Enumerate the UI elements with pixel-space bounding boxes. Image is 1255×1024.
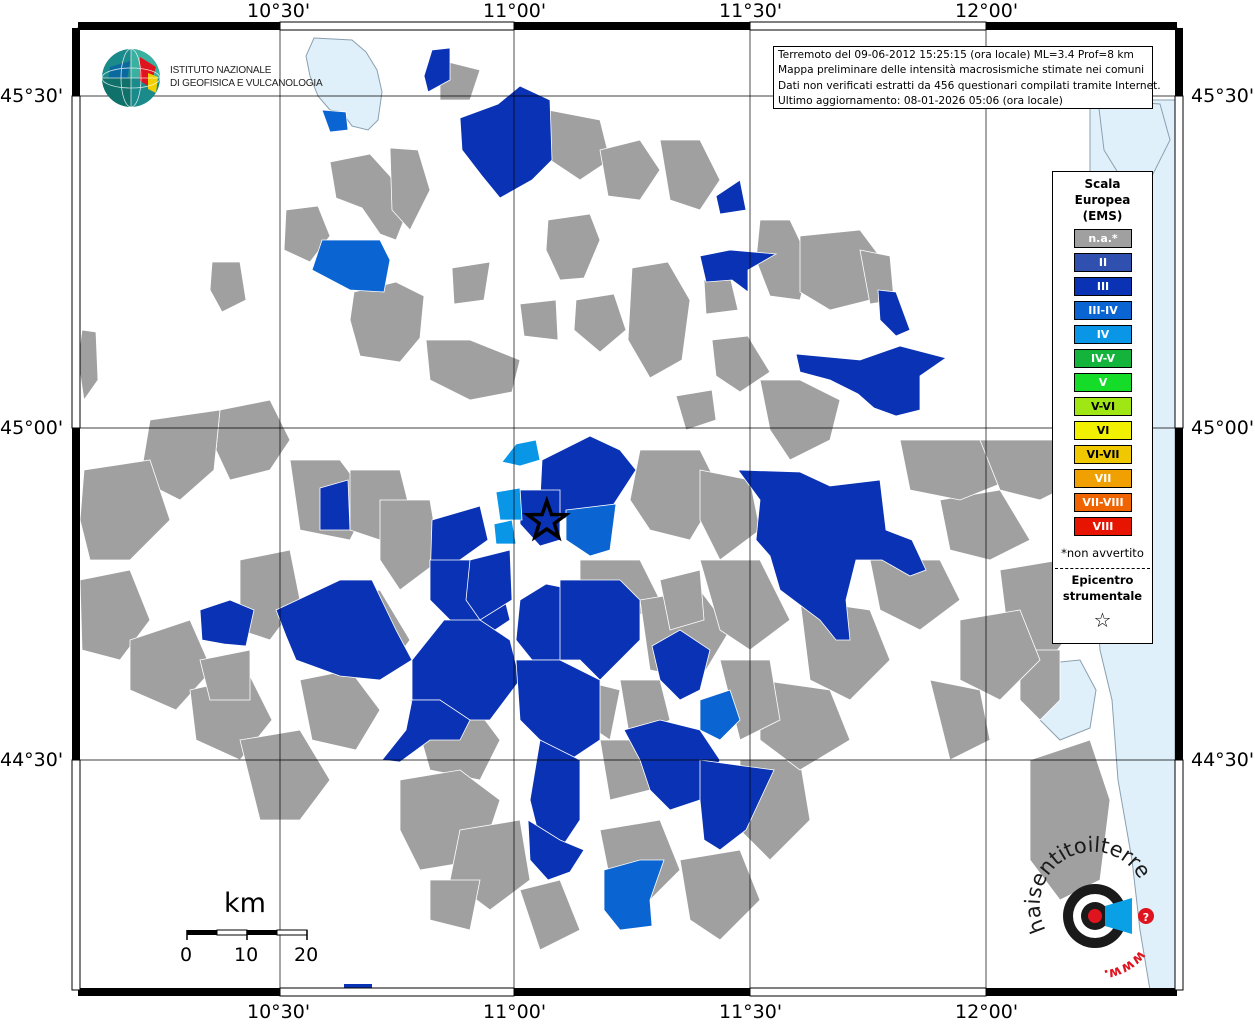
legend-title: Scala Europea (EMS) bbox=[1053, 176, 1152, 224]
legend-item-iii: III bbox=[1074, 277, 1132, 296]
legend-epicenter-label: Epicentro strumentale bbox=[1053, 572, 1152, 604]
legend-item-iv: IV bbox=[1074, 325, 1132, 344]
scale-tick-0: 0 bbox=[180, 944, 193, 966]
legend-epicenter-line1: Epicentro bbox=[1071, 573, 1134, 587]
legend-item-vii-viii: VII-VIII bbox=[1074, 493, 1132, 512]
epicenter-star-icon bbox=[522, 495, 571, 542]
lon-label-top-3: 11°30' bbox=[719, 0, 783, 22]
lat-label-left-2: 45°00' bbox=[0, 417, 64, 439]
legend-item-v: V bbox=[1074, 373, 1132, 392]
legend-item-viii: VIII bbox=[1074, 517, 1132, 536]
legend-title-line1: Scala bbox=[1084, 177, 1121, 191]
legend-title-line2: Europea bbox=[1074, 193, 1131, 207]
lon-label-bottom-2: 11°00' bbox=[483, 1001, 547, 1023]
legend-star-icon: ☆ bbox=[1093, 608, 1112, 632]
ingv-name: ISTITUTO NAZIONALE DI GEOFISICA E VULCAN… bbox=[170, 64, 323, 90]
info-line-description: Mappa preliminare delle intensità macros… bbox=[778, 64, 1145, 77]
legend-item-vi-vii: VI-VII bbox=[1074, 445, 1132, 464]
ems-legend: Scala Europea (EMS) n.a.* II III III-IV IV IV… bbox=[1052, 171, 1153, 644]
lake-garda bbox=[305, 37, 383, 131]
lat-label-left-3: 44°30' bbox=[0, 749, 64, 771]
scale-bar bbox=[186, 929, 308, 940]
ingv-name-line2: DI GEOFISICA E VULCANOLOGIA bbox=[170, 78, 323, 89]
legend-item-iv-v: IV-V bbox=[1074, 349, 1132, 368]
svg-text:?: ? bbox=[1143, 911, 1149, 924]
municipalities-IV bbox=[493, 439, 541, 545]
lon-label-bottom-3: 11°30' bbox=[719, 1001, 783, 1023]
scale-tick-20: 20 bbox=[294, 944, 319, 966]
municipalities-III bbox=[199, 47, 947, 881]
municipalities-III-IV bbox=[311, 109, 741, 931]
map-frame bbox=[71, 21, 1184, 997]
legend-note: *non avvertito bbox=[1061, 546, 1144, 560]
legend-item-vi: VI bbox=[1074, 421, 1132, 440]
event-info-box: Terremoto del 09-06-2012 15:25:15 (ora l… bbox=[773, 46, 1161, 109]
legend-item-iii-iv: III-IV bbox=[1074, 301, 1132, 320]
lat-label-right-3: 44°30' bbox=[1191, 749, 1255, 771]
legend-epicenter-line2: strumentale bbox=[1062, 589, 1143, 603]
lon-label-top-4: 12°00' bbox=[955, 0, 1019, 22]
lon-label-top-2: 11°00' bbox=[483, 0, 547, 22]
lat-label-left-1: 45°30' bbox=[0, 85, 64, 107]
lon-label-bottom-4: 12°00' bbox=[955, 1001, 1019, 1023]
info-line-source: Dati non verificati estratti da 456 ques… bbox=[778, 79, 1161, 92]
info-line-event: Terremoto del 09-06-2012 15:25:15 (ora l… bbox=[778, 49, 1134, 61]
legend-title-line3: (EMS) bbox=[1082, 209, 1123, 223]
ingv-logo-icon bbox=[101, 48, 161, 108]
legend-divider bbox=[1055, 568, 1150, 569]
legend-item-v-vi: V-VI bbox=[1074, 397, 1132, 416]
scale-unit: km bbox=[224, 888, 266, 919]
municipalities-na bbox=[77, 59, 1111, 951]
scale-tick-10: 10 bbox=[234, 944, 259, 966]
ingv-name-line1: ISTITUTO NAZIONALE bbox=[170, 65, 272, 76]
lat-label-right-1: 45°30' bbox=[1191, 85, 1255, 107]
svg-text:www.: www. bbox=[1103, 947, 1149, 982]
lon-label-top-1: 10°30' bbox=[247, 0, 311, 22]
info-line-updated: Ultimo aggiornamento: 08-01-2026 05:06 (… bbox=[778, 94, 1063, 107]
lat-label-right-2: 45°00' bbox=[1191, 417, 1255, 439]
legend-item-n-a: n.a.* bbox=[1074, 229, 1132, 248]
legend-item-ii: II bbox=[1074, 253, 1132, 272]
legend-item-vii: VII bbox=[1074, 469, 1132, 488]
lon-label-bottom-1: 10°30' bbox=[247, 1001, 311, 1023]
